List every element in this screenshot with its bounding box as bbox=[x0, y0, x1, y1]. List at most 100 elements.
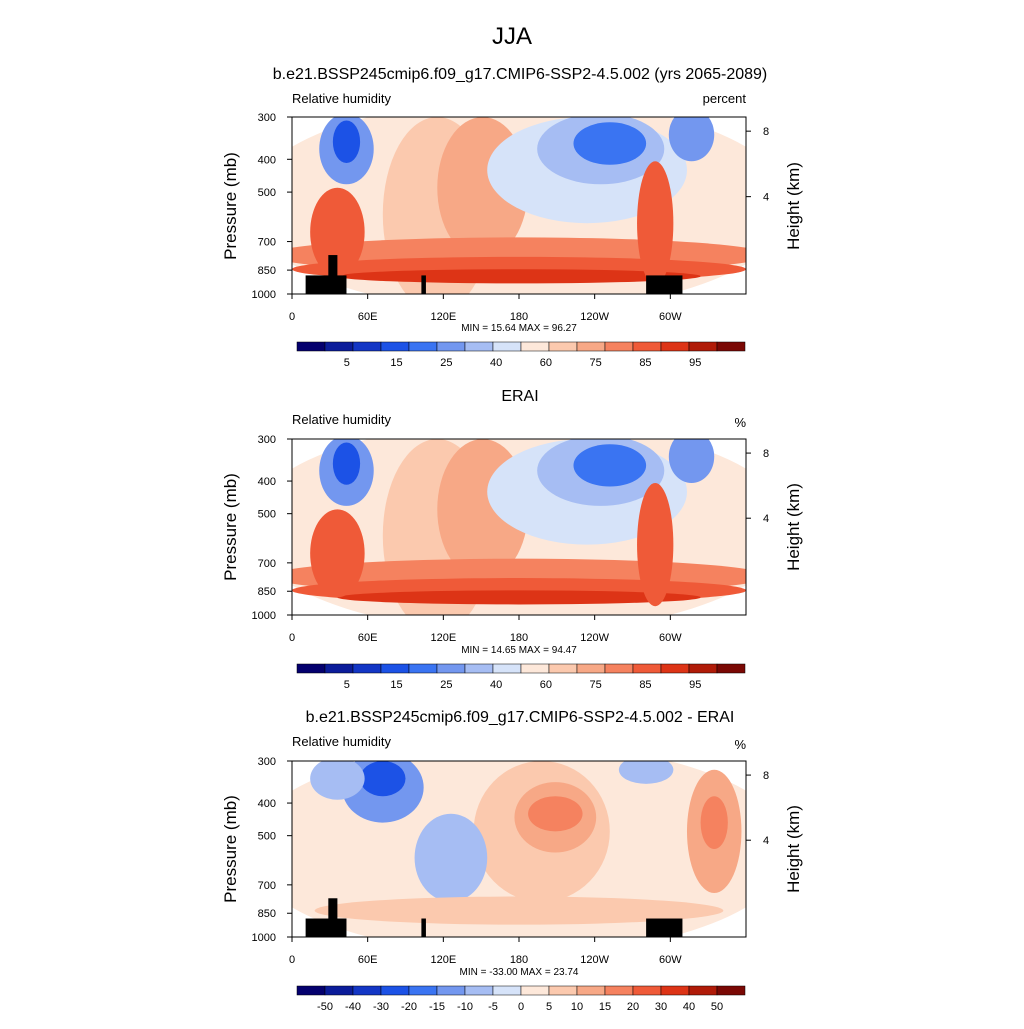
y-tick-label: 1000 bbox=[252, 289, 276, 301]
x-tick-label: 120W bbox=[580, 311, 609, 323]
page-title: JJA bbox=[492, 23, 532, 50]
panel-1-left-label: Relative humidity bbox=[292, 91, 391, 106]
colorbar-swatch bbox=[604, 663, 634, 674]
panel-1-plot: 0 60E 120E 180 120W 60W 300 400 500 700 850 1000 8 4 bbox=[252, 112, 770, 323]
right-tick-label: 8 bbox=[763, 126, 769, 138]
panel-2-title: ERAI bbox=[501, 388, 538, 405]
contour-region bbox=[700, 796, 728, 849]
y-tick-label: 700 bbox=[258, 880, 276, 892]
contour-region bbox=[618, 761, 674, 784]
y-tick-label: 300 bbox=[258, 756, 276, 768]
colorbar-label: -10 bbox=[457, 1001, 473, 1013]
panel-1-ylabel-right: Height (km) bbox=[784, 162, 803, 250]
x-tick-label: 60E bbox=[358, 954, 378, 966]
colorbar-swatch bbox=[576, 663, 606, 674]
colorbar-swatch bbox=[548, 341, 578, 352]
x-tick-label: 180 bbox=[510, 632, 528, 644]
land-mask bbox=[305, 275, 347, 294]
contour-region bbox=[332, 120, 361, 164]
colorbar-swatch bbox=[688, 663, 718, 674]
colorbar-label: 85 bbox=[639, 357, 651, 369]
colorbar-label: 15 bbox=[599, 1001, 611, 1013]
colorbar-swatch bbox=[380, 985, 410, 996]
x-tick-label: 120E bbox=[430, 954, 456, 966]
x-tick-label: 180 bbox=[510, 311, 528, 323]
colorbar-swatch bbox=[352, 341, 382, 352]
x-tick-label: 0 bbox=[289, 954, 295, 966]
colorbar-swatch bbox=[324, 663, 354, 674]
colorbar-swatch bbox=[492, 985, 522, 996]
x-tick-label: 60W bbox=[659, 954, 682, 966]
panel-1-ylabel: Pressure (mb) bbox=[221, 152, 240, 260]
colorbar-label: 75 bbox=[590, 357, 602, 369]
colorbar-label: 95 bbox=[689, 679, 701, 691]
contour-region bbox=[668, 439, 715, 483]
x-tick-label: 60E bbox=[358, 311, 378, 323]
colorbar-swatch bbox=[380, 341, 410, 352]
contour-region bbox=[414, 813, 488, 902]
colorbar-swatch bbox=[632, 341, 662, 352]
colorbar-swatch bbox=[604, 985, 634, 996]
y-tick-label: 500 bbox=[258, 831, 276, 843]
colorbar-label: -50 bbox=[317, 1001, 333, 1013]
colorbar-label: 50 bbox=[711, 1001, 723, 1013]
colorbar-swatch bbox=[408, 663, 438, 674]
colorbar-swatch bbox=[716, 341, 746, 352]
colorbar-swatch bbox=[576, 985, 606, 996]
colorbar-swatch bbox=[632, 663, 662, 674]
colorbar-label: -40 bbox=[345, 1001, 361, 1013]
right-tick-label: 4 bbox=[763, 192, 769, 204]
colorbar-label: 25 bbox=[440, 679, 452, 691]
colorbar-label: 95 bbox=[689, 357, 701, 369]
colorbar-swatch bbox=[296, 985, 326, 996]
colorbar-swatch bbox=[492, 341, 522, 352]
colorbar-swatch bbox=[408, 341, 438, 352]
panel-3-ylabel: Pressure (mb) bbox=[221, 795, 240, 903]
contour-region bbox=[310, 509, 365, 598]
panel-2: ERAI Relative humidity % 0 60E 120E 180 120W… bbox=[221, 388, 803, 691]
panel-3-right-label: % bbox=[734, 737, 746, 752]
colorbar-label: -20 bbox=[401, 1001, 417, 1013]
panel-1-stats: MIN = 15.64 MAX = 96.27 bbox=[461, 323, 577, 334]
colorbar-label: 30 bbox=[655, 1001, 667, 1013]
colorbar-swatch bbox=[324, 341, 354, 352]
colorbar-label: 75 bbox=[590, 679, 602, 691]
land-mask bbox=[328, 255, 338, 294]
colorbar-swatch bbox=[436, 663, 466, 674]
contour-region bbox=[337, 269, 701, 284]
colorbar-swatch bbox=[436, 985, 466, 996]
colorbar-swatch bbox=[520, 985, 550, 996]
colorbar-label: 25 bbox=[440, 357, 452, 369]
colorbar-label: -30 bbox=[373, 1001, 389, 1013]
colorbar-swatch bbox=[548, 663, 578, 674]
contour-region bbox=[337, 590, 701, 605]
contour-region bbox=[360, 761, 406, 797]
y-tick-label: 700 bbox=[258, 558, 276, 570]
right-tick-label: 4 bbox=[763, 513, 769, 525]
colorbar-label: 15 bbox=[390, 357, 402, 369]
y-tick-label: 400 bbox=[258, 476, 276, 488]
field-shading bbox=[292, 117, 746, 294]
colorbar-swatch bbox=[492, 663, 522, 674]
y-tick-label: 1000 bbox=[252, 610, 276, 622]
contour-region bbox=[310, 187, 365, 277]
panel-2-ylabel: Pressure (mb) bbox=[221, 473, 240, 581]
panel-2-plot: 0 60E 120E 180 120W 60W 300 400 500 700 850 1000 8 4 bbox=[252, 434, 770, 644]
contour-region bbox=[637, 482, 674, 607]
colorbar-label: 40 bbox=[490, 357, 502, 369]
contour-region bbox=[314, 896, 724, 925]
colorbar-swatch bbox=[688, 341, 718, 352]
colorbar-label: 5 bbox=[344, 357, 350, 369]
colorbar-label: 40 bbox=[683, 1001, 695, 1013]
right-tick-label: 4 bbox=[763, 835, 769, 847]
contour-region bbox=[637, 161, 674, 286]
contour-region bbox=[573, 122, 647, 165]
colorbar-swatch bbox=[352, 663, 382, 674]
colorbar-swatch bbox=[436, 341, 466, 352]
colorbar-label: 15 bbox=[390, 679, 402, 691]
y-tick-label: 850 bbox=[258, 908, 276, 920]
colorbar-label: 5 bbox=[546, 1001, 552, 1013]
colorbar-swatch bbox=[464, 985, 494, 996]
colorbar-swatch bbox=[324, 985, 354, 996]
contour-region bbox=[573, 444, 647, 487]
